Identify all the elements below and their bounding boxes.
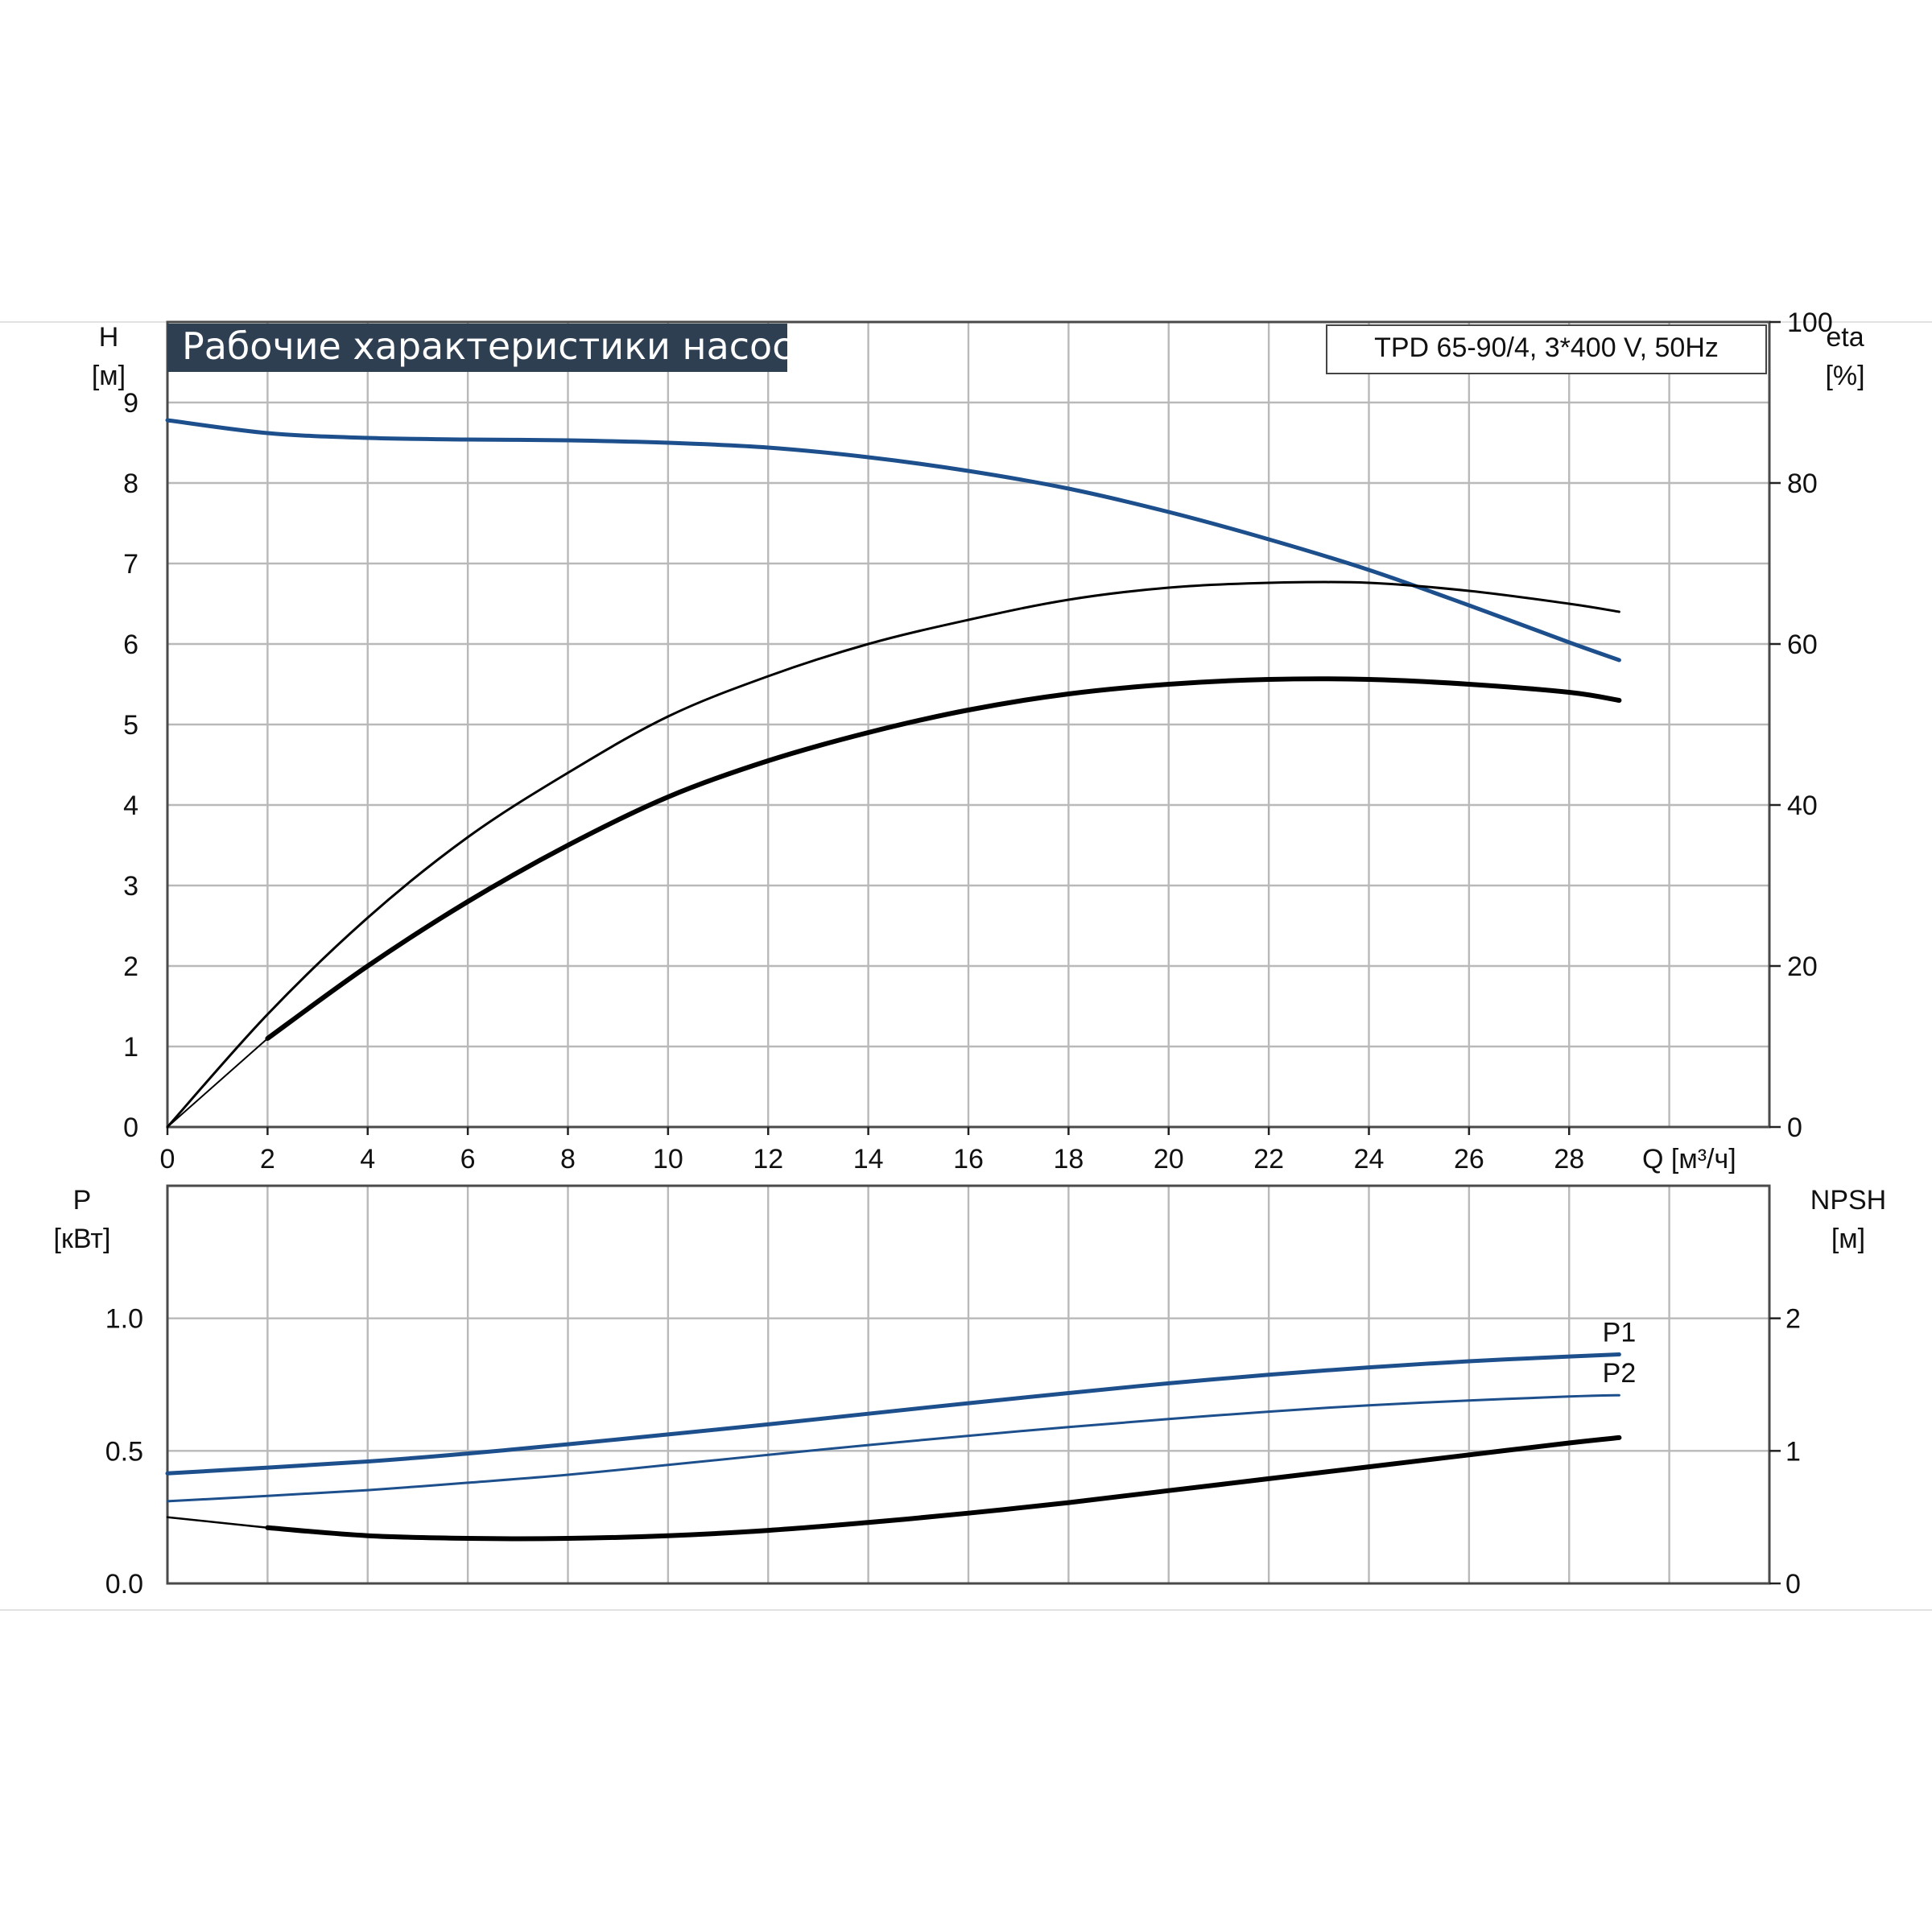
x-tick-label: 4 [360, 1144, 375, 1174]
p-tick-label: 0.0 [105, 1569, 143, 1600]
y-tick-label: 9 [123, 388, 138, 419]
y-tick-labels: 0 1 2 3 4 5 6 7 8 9 [123, 388, 138, 1143]
x-tick-label: 26 [1454, 1144, 1484, 1174]
x-tick-label: 18 [1053, 1144, 1084, 1174]
y-tick-label: 3 [123, 871, 138, 902]
npsh-axis-unit: [м] [1831, 1224, 1865, 1254]
p-tick-labels: 0.0 0.5 1.0 [105, 1304, 143, 1600]
y-tick-label: 8 [123, 469, 138, 499]
p2-label: P2 [1603, 1358, 1637, 1389]
top-gridlines [167, 322, 1771, 1127]
bottom-gridlines [167, 1186, 1771, 1583]
npsh-tick-labels: 0 1 2 [1769, 1304, 1801, 1600]
chart-subtitle: TPD 65-90/4, 3*400 V, 50Hz [1374, 332, 1719, 363]
x-tick-label: 14 [853, 1144, 884, 1174]
chart-title-box [167, 324, 787, 372]
npsh-tick-label: 2 [1785, 1304, 1801, 1335]
y2-tick-label: 0 [1787, 1113, 1802, 1143]
x-tick-label: 22 [1253, 1144, 1284, 1174]
y-axis-title: H [99, 322, 119, 353]
y2-tick-labels: 0 20 40 60 80 100 [1769, 308, 1833, 1143]
y2-tick-label: 100 [1787, 308, 1833, 338]
series-0-curve [165, 418, 1621, 663]
x-axis-title: Q [м³/ч] [1642, 1144, 1736, 1174]
x-tick-label: 2 [260, 1144, 275, 1174]
p2-curve [166, 1393, 1620, 1503]
p-axis-unit: [кВт] [54, 1224, 111, 1254]
x-tick-label: 28 [1554, 1144, 1584, 1174]
y-tick-label: 2 [123, 952, 138, 982]
x-tick-label: 0 [160, 1144, 175, 1174]
y-tick-label: 1 [123, 1032, 138, 1063]
npsh-axis-title: NPSH [1810, 1185, 1886, 1216]
x-tick-label: 6 [460, 1144, 476, 1174]
x-tick-label: 8 [560, 1144, 576, 1174]
p-tick-label: 0.5 [105, 1436, 143, 1467]
bottom-curves [165, 1352, 1622, 1542]
chart-title: Рабочие характеристики насоса [182, 324, 815, 368]
y2-tick-label: 80 [1787, 469, 1818, 499]
series-3-curve [167, 1038, 269, 1128]
series-1-curve [166, 580, 1620, 1129]
x-tick-label: 20 [1154, 1144, 1184, 1174]
npsh-tick-label: 0 [1785, 1569, 1801, 1600]
y2-axis-title: eta [1826, 322, 1864, 353]
y-tick-label: 7 [123, 549, 138, 580]
series-3-curve [265, 1435, 1622, 1542]
chart-subtitle-box [1326, 324, 1767, 374]
top-curves [165, 418, 1622, 1129]
y-tick-label: 6 [123, 630, 138, 660]
y-tick-label: 4 [123, 791, 138, 821]
y-tick-label: 0 [123, 1113, 138, 1143]
x-tick-label: 10 [653, 1144, 683, 1174]
p1-label: P1 [1603, 1317, 1637, 1348]
series-2-curve [265, 676, 1622, 1041]
p-tick-label: 1.0 [105, 1304, 143, 1335]
y2-axis-unit: [%] [1825, 361, 1864, 391]
y2-tick-label: 40 [1787, 791, 1818, 821]
y-axis-unit: [м] [92, 361, 126, 391]
head-efficiency-panel: Рабочие характеристики насоса TPD 65-90/… [92, 308, 1865, 1174]
x-tick-label: 24 [1354, 1144, 1385, 1174]
x-tick-label: 16 [953, 1144, 984, 1174]
npsh-tick-label: 1 [1785, 1436, 1801, 1467]
x-tick-labels: 0 2 4 6 8 10 12 14 16 18 20 22 24 26 28 [160, 1127, 1584, 1174]
y-tick-label: 5 [123, 710, 138, 741]
y2-tick-label: 20 [1787, 952, 1818, 982]
p-axis-title: P [73, 1185, 92, 1216]
y2-tick-label: 60 [1787, 630, 1818, 660]
x-tick-label: 12 [753, 1144, 783, 1174]
series-2-curve [166, 1516, 269, 1530]
p1-curve [165, 1352, 1621, 1476]
bottom-plot-frame [166, 1184, 1771, 1585]
